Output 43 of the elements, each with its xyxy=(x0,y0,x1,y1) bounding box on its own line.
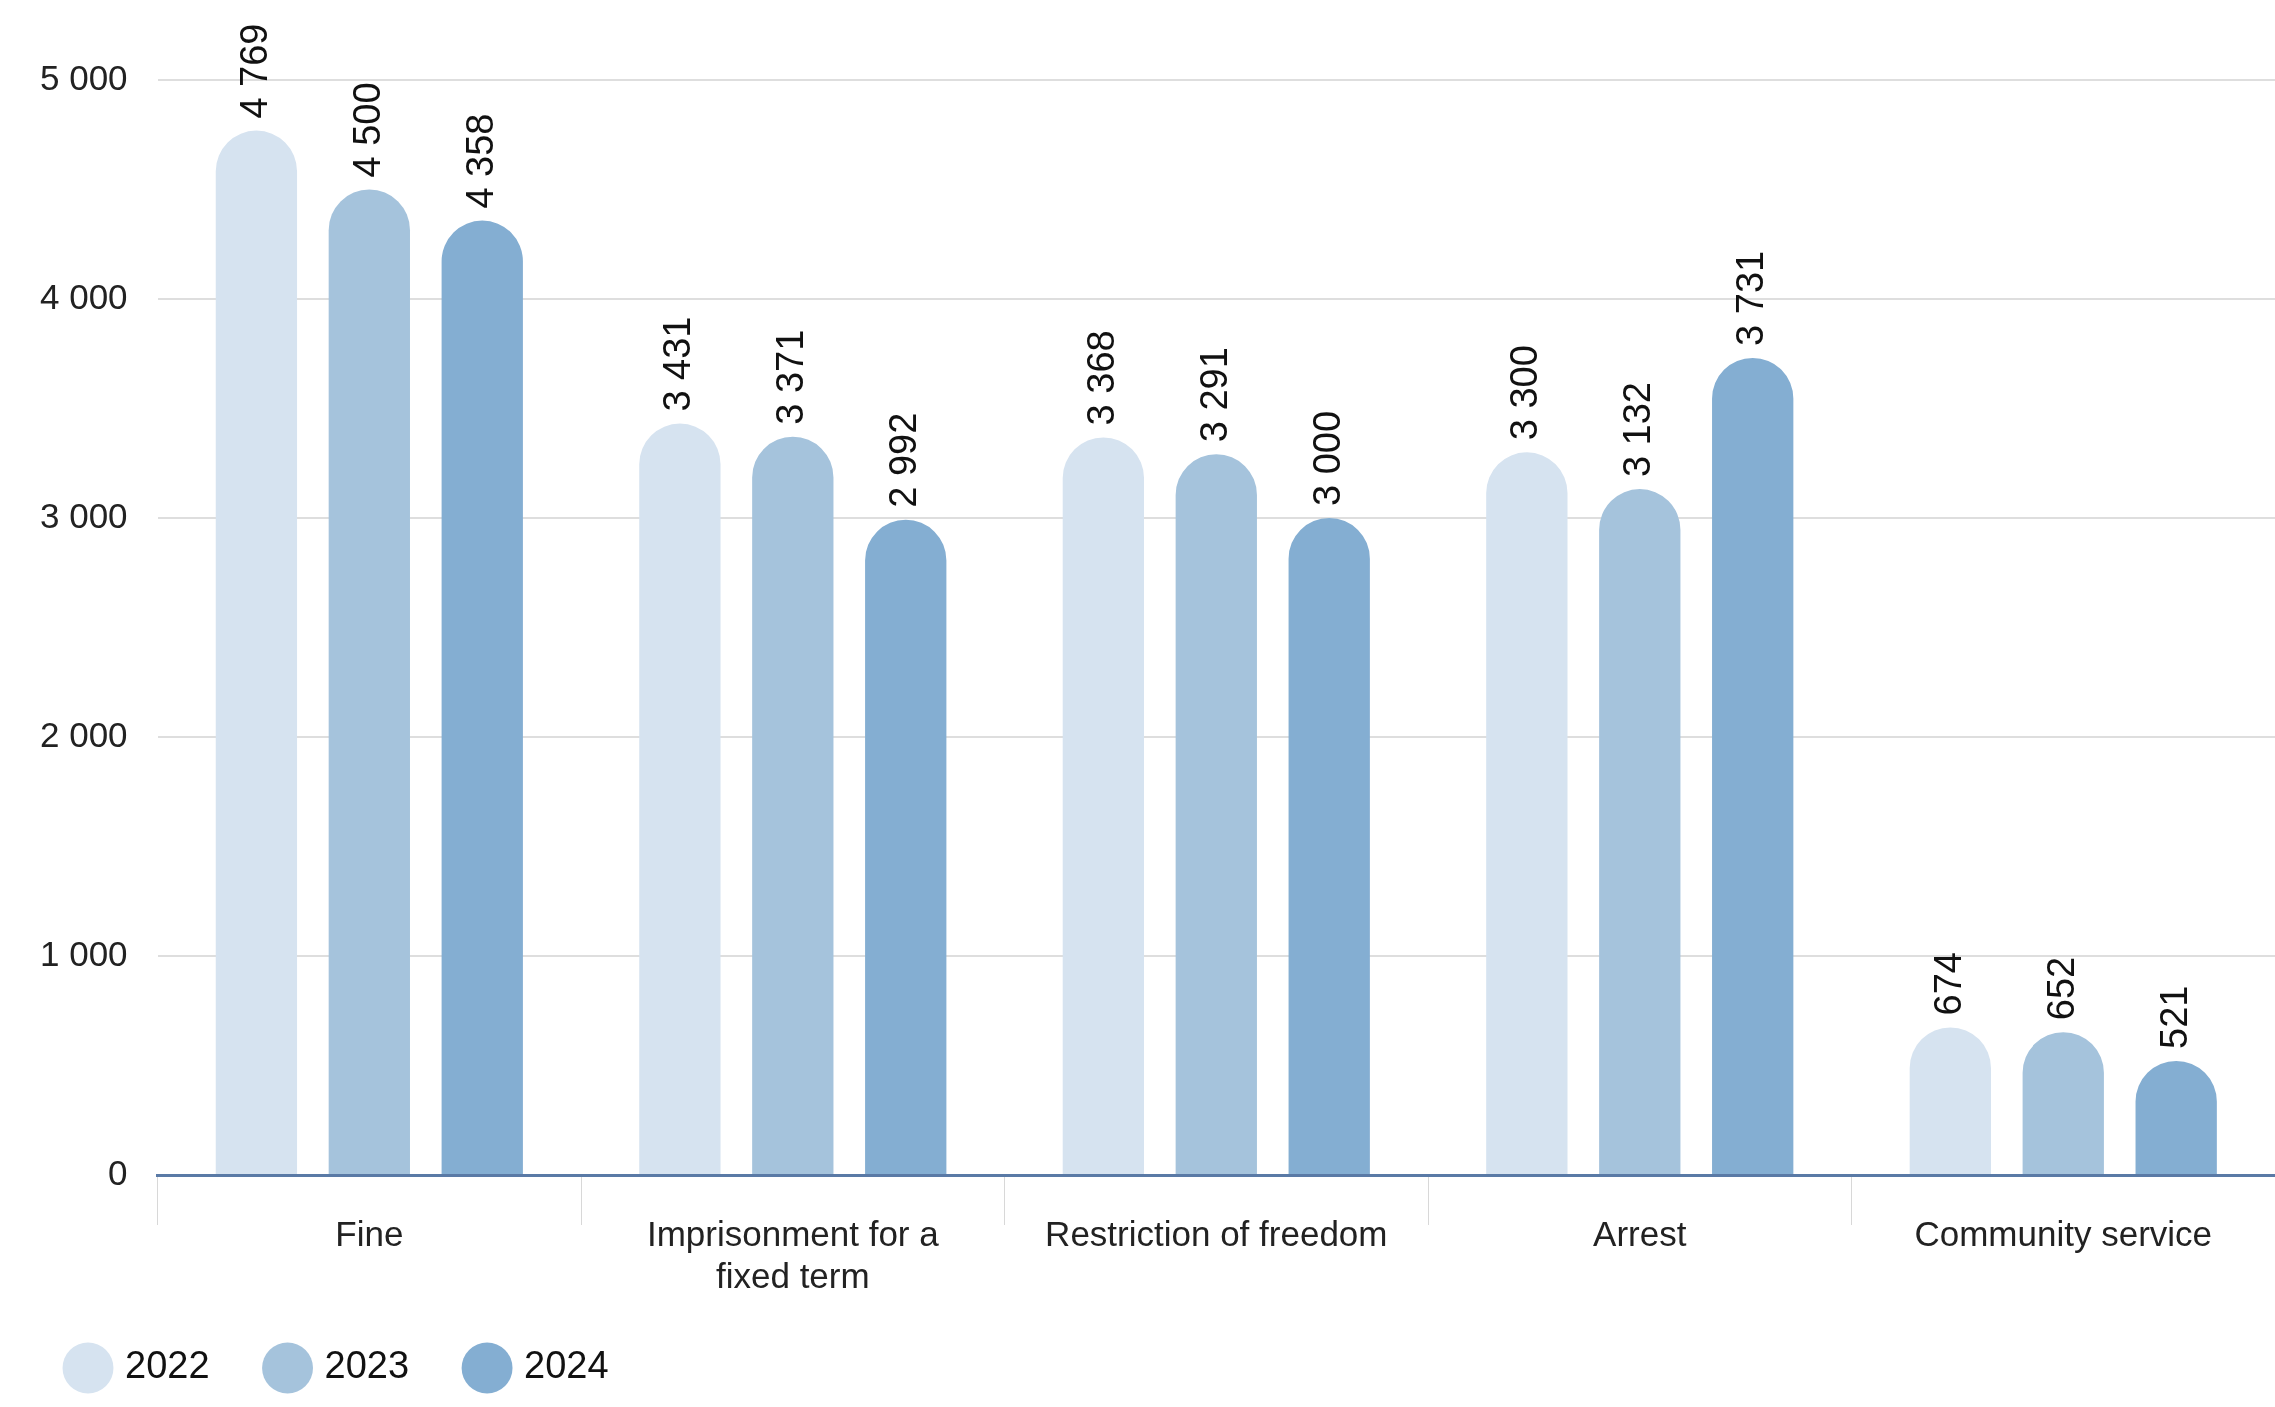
data-label: 4 358 xyxy=(458,113,501,209)
bar xyxy=(1599,489,1681,1174)
data-label: 4 769 xyxy=(232,23,275,119)
bar xyxy=(328,189,410,1174)
y-tick-label: 1 000 xyxy=(39,933,128,973)
x-tick-label: Arrest xyxy=(1593,1213,1687,1253)
bar xyxy=(441,220,523,1174)
y-tick-label: 5 000 xyxy=(39,57,128,97)
y-tick-label: 4 000 xyxy=(39,276,128,316)
legend-label: 2022 xyxy=(125,1344,210,1387)
data-label: 3 431 xyxy=(656,316,699,412)
bar xyxy=(2022,1032,2104,1174)
data-label: 2 992 xyxy=(882,412,925,508)
bar xyxy=(1909,1027,1991,1174)
bar xyxy=(1062,437,1145,1174)
bar xyxy=(865,519,947,1174)
data-label: 3 731 xyxy=(1729,250,1772,346)
legend-label: 2023 xyxy=(324,1344,410,1387)
bar xyxy=(639,423,721,1174)
data-label: 3 291 xyxy=(1192,347,1235,443)
bar xyxy=(1712,357,1794,1174)
y-tick-label: 0 xyxy=(108,1152,128,1192)
bar xyxy=(1486,452,1568,1174)
data-label: 3 371 xyxy=(769,329,812,425)
data-label: 3 132 xyxy=(1616,382,1659,478)
x-tick-label: Fine xyxy=(335,1213,404,1253)
data-label: 3 000 xyxy=(1305,410,1348,506)
legend-label: 2024 xyxy=(524,1344,609,1387)
bar xyxy=(752,436,834,1174)
x-tick-label: Restriction of freedom xyxy=(1045,1213,1388,1253)
x-tick-label: Community service xyxy=(1914,1213,2213,1253)
bar xyxy=(1175,454,1257,1174)
x-tick-label: Imprisonment for a fixed term xyxy=(646,1213,940,1295)
data-label: 652 xyxy=(2039,956,2082,1021)
bar xyxy=(215,130,298,1174)
y-tick-label: 3 000 xyxy=(39,495,128,535)
data-label: 4 500 xyxy=(345,82,388,178)
y-tick-label: 2 000 xyxy=(39,714,128,754)
data-label: 674 xyxy=(1926,951,1969,1016)
bar xyxy=(1288,518,1370,1174)
data-label: 3 300 xyxy=(1503,345,1546,441)
data-label: 3 368 xyxy=(1079,330,1122,426)
data-label: 521 xyxy=(2152,985,2195,1049)
